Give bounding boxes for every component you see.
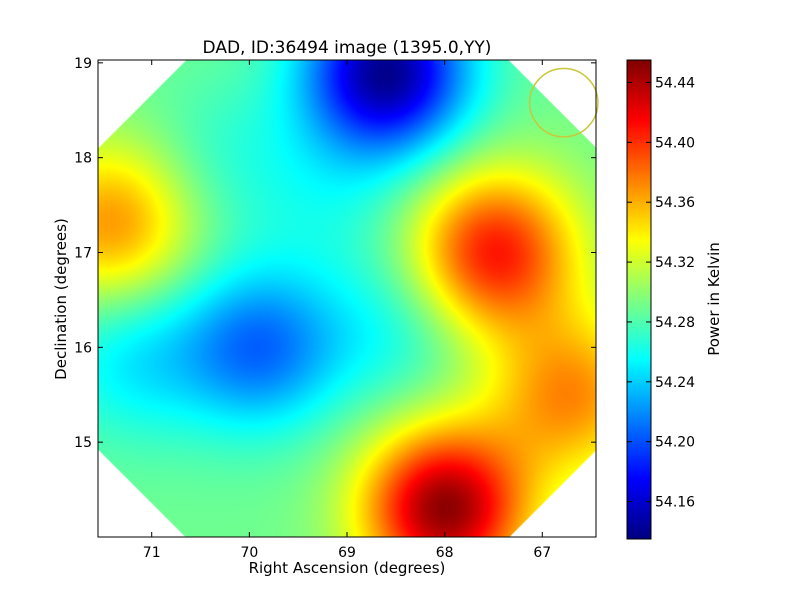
colorbar-tick-label: 54.32 — [655, 255, 695, 271]
x-axis-label: Right Ascension (degrees) — [249, 559, 446, 577]
y-tick-label: 15 — [74, 435, 92, 451]
colorbar-tick-label: 54.24 — [655, 375, 695, 391]
colorbar-frame — [626, 59, 652, 540]
y-axis-ticks: 15 16 17 18 19 — [74, 56, 596, 451]
x-tick-label: 68 — [436, 545, 454, 561]
y-tick-label: 17 — [74, 246, 92, 262]
x-tick-label: 71 — [143, 545, 161, 561]
colorbar-gradient — [627, 60, 651, 539]
colorbar: 54.16 54.20 54.24 54.28 54.32 54.36 54.40 54.44… — [626, 59, 723, 540]
y-tick-label: 18 — [74, 151, 92, 167]
colorbar-tick-label: 54.28 — [655, 315, 695, 331]
chart-title: DAD, ID:36494 image (1395.0,YY) — [203, 38, 492, 58]
x-tick-label: 70 — [240, 545, 258, 561]
colorbar-tick-label: 54.44 — [655, 75, 695, 91]
x-tick-label: 67 — [533, 545, 551, 561]
colorbar-tick-label: 54.36 — [655, 195, 695, 211]
x-axis-ticks: 71 70 69 68 67 — [143, 60, 551, 561]
y-axis-label: Declination (degrees) — [52, 218, 70, 380]
beam-circle — [528, 67, 599, 138]
heatmap-image — [98, 60, 596, 537]
colorbar-label: Power in Kelvin — [705, 242, 723, 356]
colorbar-tick-label: 54.16 — [655, 495, 695, 511]
colorbar-ticks: 54.16 54.20 54.24 54.28 54.32 54.36 54.40 54.44 — [627, 75, 695, 511]
x-tick-label: 69 — [338, 545, 356, 561]
y-tick-label: 19 — [74, 56, 92, 72]
colorbar-tick-label: 54.40 — [655, 135, 695, 151]
colorbar-tick-label: 54.20 — [655, 435, 695, 451]
y-tick-label: 16 — [74, 340, 92, 356]
